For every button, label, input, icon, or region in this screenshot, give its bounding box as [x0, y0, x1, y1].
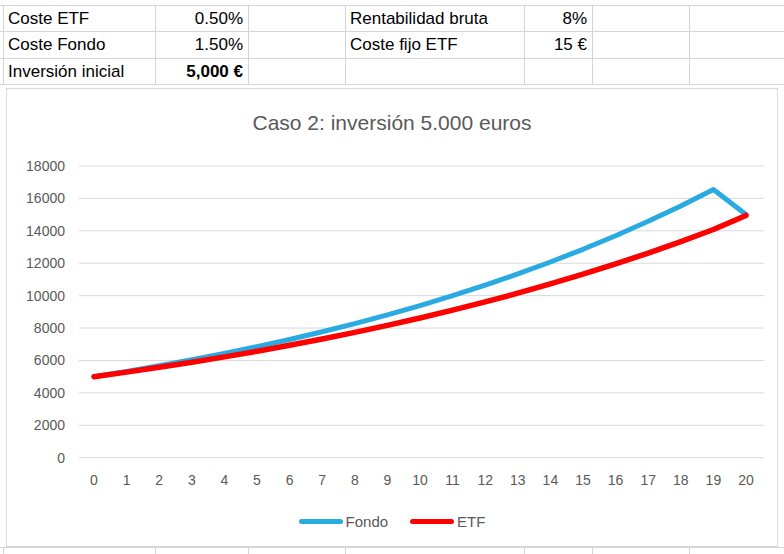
- excel-sheet: Coste ETF 0.50% Rentabilidad bruta 8% Co…: [0, 0, 784, 554]
- chart-title: Caso 2: inversión 5.000 euros: [7, 111, 777, 135]
- x-tick-label: 7: [318, 472, 326, 488]
- y-tick-label: 12000: [26, 255, 65, 271]
- legend-item-etf[interactable]: ETF: [410, 513, 485, 530]
- etf-line-swatch: [410, 519, 454, 524]
- legend-item-fondo[interactable]: Fondo: [299, 513, 389, 530]
- sheet-vline: [689, 5, 690, 85]
- cell-coste-fijo-value[interactable]: 15 €: [524, 32, 592, 58]
- y-tick-label: 6000: [34, 352, 65, 368]
- cell-coste-fondo-label[interactable]: Coste Fondo: [3, 32, 155, 58]
- x-tick-label: 17: [640, 472, 656, 488]
- x-tick-label: 18: [673, 472, 689, 488]
- x-tick-label: 15: [575, 472, 591, 488]
- x-tick-label: 2: [155, 472, 163, 488]
- sheet-vline: [248, 5, 249, 85]
- x-tick-label: 14: [543, 472, 559, 488]
- x-tick-label: 6: [286, 472, 294, 488]
- y-tick-label: 4000: [34, 385, 65, 401]
- y-tick-label: 10000: [26, 288, 65, 304]
- fondo-line-swatch: [299, 519, 343, 524]
- legend-label-fondo: Fondo: [346, 513, 389, 530]
- x-tick-label: 5: [253, 472, 261, 488]
- cell-coste-fondo-value[interactable]: 1.50%: [155, 32, 248, 58]
- x-tick-label: 4: [221, 472, 229, 488]
- x-tick-label: 9: [384, 472, 392, 488]
- x-tick-label: 8: [351, 472, 359, 488]
- x-tick-label: 20: [738, 472, 754, 488]
- cell-coste-fijo-label[interactable]: Coste fijo ETF: [345, 32, 524, 58]
- x-tick-label: 1: [123, 472, 131, 488]
- cell-rentabilidad-label[interactable]: Rentabilidad bruta: [345, 6, 524, 32]
- sheet-vline: [345, 548, 346, 554]
- sheet-hline: [0, 547, 784, 548]
- sheet-vline: [592, 5, 593, 85]
- cell-coste-etf-value[interactable]: 0.50%: [155, 6, 248, 32]
- y-tick-label: 16000: [26, 190, 65, 206]
- y-tick-label: 2000: [34, 417, 65, 433]
- x-tick-label: 16: [608, 472, 624, 488]
- cell-inversion-label[interactable]: Inversión inicial: [3, 59, 155, 85]
- sheet-vline: [248, 548, 249, 554]
- x-tick-label: 3: [188, 472, 196, 488]
- x-tick-label: 13: [510, 472, 526, 488]
- chart-object[interactable]: 0200040006000800010000120001400016000180…: [6, 88, 778, 547]
- sheet-vline: [155, 548, 156, 554]
- y-tick-label: 14000: [26, 223, 65, 239]
- sheet-vline: [689, 548, 690, 554]
- x-tick-label: 10: [412, 472, 428, 488]
- sheet-vline: [3, 548, 4, 554]
- cell-rentabilidad-value[interactable]: 8%: [524, 6, 592, 32]
- x-tick-label: 19: [706, 472, 722, 488]
- x-tick-label: 12: [477, 472, 493, 488]
- chart-legend: Fondo ETF: [7, 513, 777, 530]
- cell-coste-etf-label[interactable]: Coste ETF: [3, 6, 155, 32]
- y-tick-label: 0: [57, 450, 65, 466]
- x-tick-label: 11: [445, 472, 460, 488]
- x-tick-label: 0: [90, 472, 98, 488]
- y-tick-label: 8000: [34, 320, 65, 336]
- sheet-vline: [524, 548, 525, 554]
- legend-label-etf: ETF: [457, 513, 485, 530]
- cell-inversion-value[interactable]: 5,000 €: [155, 59, 248, 85]
- sheet-vline: [592, 548, 593, 554]
- chart-plot: 0200040006000800010000120001400016000180…: [7, 89, 777, 546]
- series-line-fondo: [94, 190, 746, 377]
- y-tick-label: 18000: [26, 158, 65, 174]
